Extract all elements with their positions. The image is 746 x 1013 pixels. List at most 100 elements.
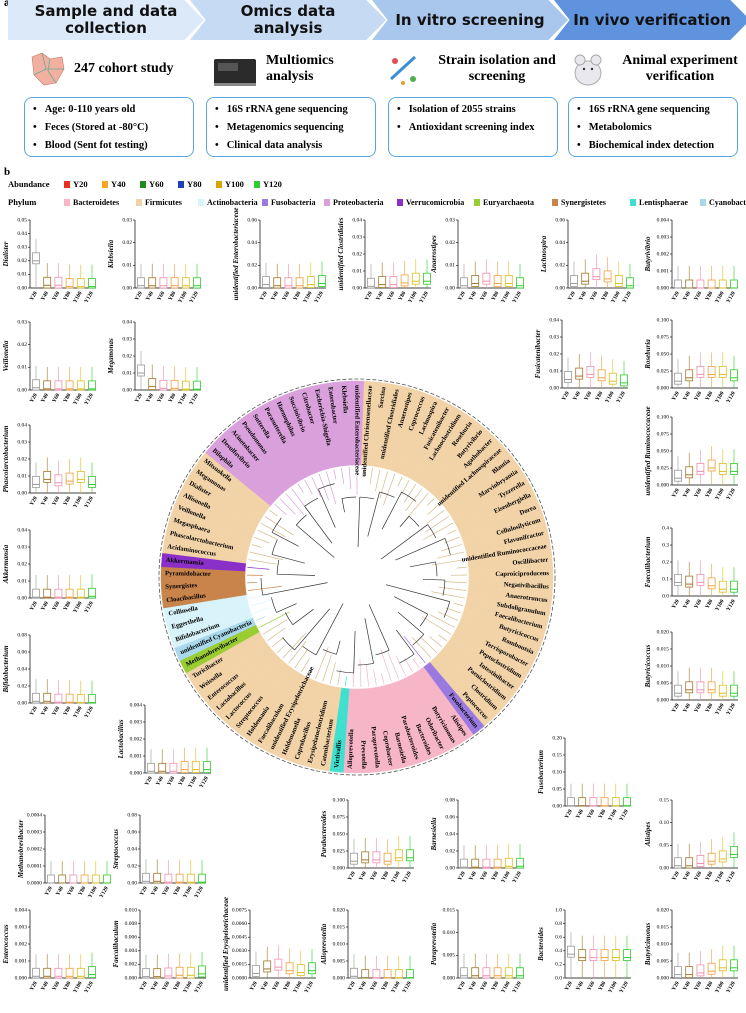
tree-branch — [247, 581, 258, 584]
tree-branch — [404, 657, 413, 673]
tree-branch — [425, 516, 450, 533]
x-tick-label: Y40 — [682, 290, 692, 301]
bullet: Blood (Sent fot testing) — [33, 137, 189, 155]
pipette-icon — [389, 55, 417, 85]
x-tick-label: Y120 — [726, 980, 737, 994]
x-tick-label: Y40 — [682, 870, 692, 881]
x-tick-label: Y80 — [490, 870, 500, 881]
y-tick-label: 0.0 — [662, 593, 669, 599]
step-header: In vivo verification — [554, 0, 746, 40]
tree-branch — [248, 559, 277, 565]
x-tick-label: Y40 — [468, 980, 478, 991]
x-tick-label: Y40 — [155, 775, 165, 786]
x-tick-label: Y60 — [586, 808, 596, 819]
tree-branch — [301, 657, 310, 673]
y-tick-label: 0.00 — [552, 803, 562, 809]
y-tick-label: 0.08 — [127, 812, 137, 818]
box — [623, 797, 631, 807]
box — [389, 276, 398, 288]
y-tick-label: 0.000 — [657, 385, 670, 391]
box — [707, 577, 716, 590]
tree-branch — [304, 480, 313, 495]
tree-branch — [359, 658, 362, 687]
box — [65, 967, 74, 979]
x-tick-label: Y20 — [671, 702, 681, 713]
x-tick-label: Y60 — [51, 705, 61, 716]
boxplot: 0.000 0.025 0.050 0.075 0.100 Y20 Y40 Y60 Y80 Y10… — [644, 317, 738, 404]
box — [730, 279, 738, 289]
tree-branch — [276, 645, 285, 653]
x-tick-label: Y40 — [682, 702, 692, 713]
y-tick-label: 0.06 — [127, 829, 137, 835]
tree-branch — [271, 597, 277, 613]
x-tick-label: Y40 — [40, 290, 50, 301]
box — [54, 967, 63, 979]
x-tick-label: Y40 — [468, 870, 478, 881]
genus-label: Faecalibaculum — [112, 920, 120, 968]
y-tick-label: 0.000 — [657, 285, 670, 291]
y-tick-label: 0.010 — [443, 930, 456, 936]
boxplot: 0.00 0.05 0.10 0.15 Y20 Y40 Y60 Y80 Y100 Y120 Alis… — [644, 797, 738, 884]
genus-label: Lactobacillus — [117, 719, 125, 759]
box — [180, 761, 189, 773]
tree-branch — [333, 469, 337, 480]
box — [147, 762, 155, 774]
x-tick-label: Y100 — [187, 775, 198, 789]
box — [252, 965, 260, 977]
y-tick-label: 0.000 — [657, 697, 670, 703]
boxplot: 0.00 0.01 0.02 0.03 0.04 Y20 Y40 Y60 Y80 Y100 Y120… — [107, 319, 201, 406]
tree-branch — [277, 573, 316, 576]
tree-branch — [426, 498, 435, 506]
y-tick-label: 0.010 — [657, 663, 670, 669]
tree-branch — [284, 612, 294, 625]
x-tick-label: Y20 — [249, 980, 259, 991]
boxplot: 0.000 0.001 0.002 0.003 0.004 Y20 Y40 Y60 Y80 Y10… — [117, 702, 211, 789]
x-tick-label: Y20 — [29, 290, 39, 301]
x-tick-label: Y20 — [671, 980, 681, 991]
y-tick-label: 0.015 — [657, 924, 670, 930]
leaf-label: Cloacibacillus — [166, 592, 207, 604]
box — [181, 277, 190, 289]
box — [65, 472, 74, 485]
tree-branch — [421, 616, 452, 635]
x-tick-label: Y60 — [51, 290, 61, 301]
tree-branch — [447, 529, 457, 535]
y-tick-label: 0.4 — [662, 525, 669, 531]
y-tick-label: 0.008 — [125, 921, 138, 927]
y-tick-label: 0.03 — [352, 234, 362, 240]
box — [65, 278, 74, 289]
y-tick-label: 0.00 — [352, 285, 362, 291]
box — [170, 277, 179, 289]
x-tick-label: Y120 — [189, 290, 200, 304]
boxplot: 0.00 0.01 0.02 0.03 0.04 Y20 Y40 Y60 Y80 Y100 Y120… — [2, 527, 96, 614]
y-tick-label: 0.0004 — [27, 812, 42, 818]
box — [504, 857, 513, 869]
tree-branch — [308, 666, 314, 676]
leaf-label: Sarcina — [377, 386, 387, 409]
x-tick-label: Y60 — [369, 980, 379, 991]
legend-swatch — [262, 199, 268, 206]
box — [482, 272, 491, 285]
genus-label: Paraprevotella — [430, 922, 438, 965]
tree-branch — [397, 611, 425, 635]
y-tick-label: 0.0060 — [232, 921, 247, 927]
tree-branch — [381, 491, 402, 530]
box — [674, 469, 682, 482]
y-tick-label: 0.4 — [555, 948, 562, 954]
x-tick-label: Y100 — [714, 702, 725, 716]
box — [718, 959, 727, 972]
x-tick-label: Y100 — [714, 870, 725, 884]
boxplot: 0.00 0.01 0.02 0.03 0.04 Y20 Y40 Y60 Y80 Y100 Y120… — [2, 422, 96, 509]
box — [32, 476, 40, 488]
x-tick-label: Y100 — [390, 980, 401, 994]
tree-branch — [341, 468, 345, 484]
box — [76, 967, 85, 979]
box — [564, 371, 572, 383]
boxplot: 0.000 0.001 0.002 0.003 0.004 Y20 Y40 Y60 Y80 Y10… — [2, 907, 96, 994]
box — [674, 573, 682, 586]
tree-branch — [353, 630, 356, 673]
tree-branch — [399, 516, 410, 528]
y-tick-label: 0.01 — [445, 263, 455, 269]
box — [730, 580, 738, 593]
